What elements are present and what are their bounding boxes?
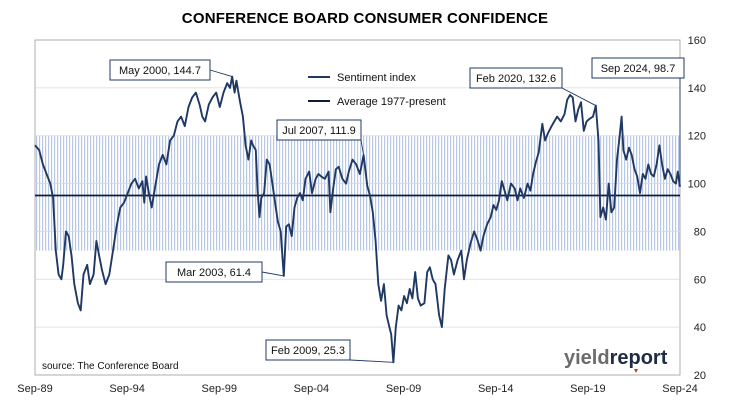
x-tick-label: Sep-99 [202,383,237,395]
legend-label-average: Average 1977-present [337,96,446,108]
annotation-label: Feb 2020, 132.6 [476,73,556,85]
annotation-box [109,59,211,81]
y-tick-label: 20 [694,370,706,382]
annotation-leader [209,69,233,78]
x-tick-label: Sep-14 [478,383,513,395]
x-tick-label: Sep-04 [294,383,329,395]
source-note: source: The Conference Board [42,361,179,372]
annotation-callout: Sep 2024, 98.7 [591,57,685,187]
legend-label-sentiment: Sentiment index [337,72,416,84]
y-tick-label: 80 [694,226,706,238]
annotation-label: Feb 2009, 25.3 [271,345,345,357]
annotation-callout: Mar 2003, 61.4 [165,261,284,283]
annotation-box [276,119,362,141]
x-tick-label: Sep-09 [386,383,421,395]
legend: Sentiment index Average 1977-present [308,72,446,108]
annotation-leader [561,87,596,106]
y-tick-label: 40 [694,322,706,334]
annotation-callout: Feb 2009, 25.3 [265,339,394,363]
annotation-callout: Jul 2007, 111.9 [276,119,365,156]
annotation-leader [360,139,365,156]
x-tick-label: Sep-19 [570,383,605,395]
x-tick-label: Sep-24 [662,383,697,395]
y-tick-label: 120 [688,131,706,143]
y-tick-label: 160 [688,35,706,47]
annotation-leader [261,271,284,277]
shaded-band [35,135,680,251]
annotation-callout: May 2000, 144.7 [109,59,233,81]
annotation-box [165,261,263,283]
yieldreport-logo: yieldreport [564,347,668,373]
series-line-sentiment-index [34,75,681,364]
x-tick-label: Sep-89 [17,383,52,395]
x-tick-label: Sep-94 [109,383,144,395]
y-tick-label: 60 [694,274,706,286]
y-tick-label: 100 [688,179,706,191]
annotation-leader [349,359,394,363]
annotation-box [265,339,351,361]
annotation-box [469,67,563,89]
annotation-label: Mar 2003, 61.4 [177,267,251,279]
logo-part-yield: yield [564,347,610,369]
logo-mark [634,369,638,373]
logo-part-report: report [610,347,668,369]
annotation-callout: Feb 2020, 132.6 [469,67,596,106]
chart-title: CONFERENCE BOARD CONSUMER CONFIDENCE [181,10,549,27]
annotation-label: Jul 2007, 111.9 [282,125,356,137]
y-tick-label: 140 [688,83,706,95]
annotation-box [591,57,685,79]
annotation-label: Sep 2024, 98.7 [601,63,676,75]
annotation-label: May 2000, 144.7 [119,65,201,77]
svg-text:yieldreport: yieldreport [564,347,668,369]
